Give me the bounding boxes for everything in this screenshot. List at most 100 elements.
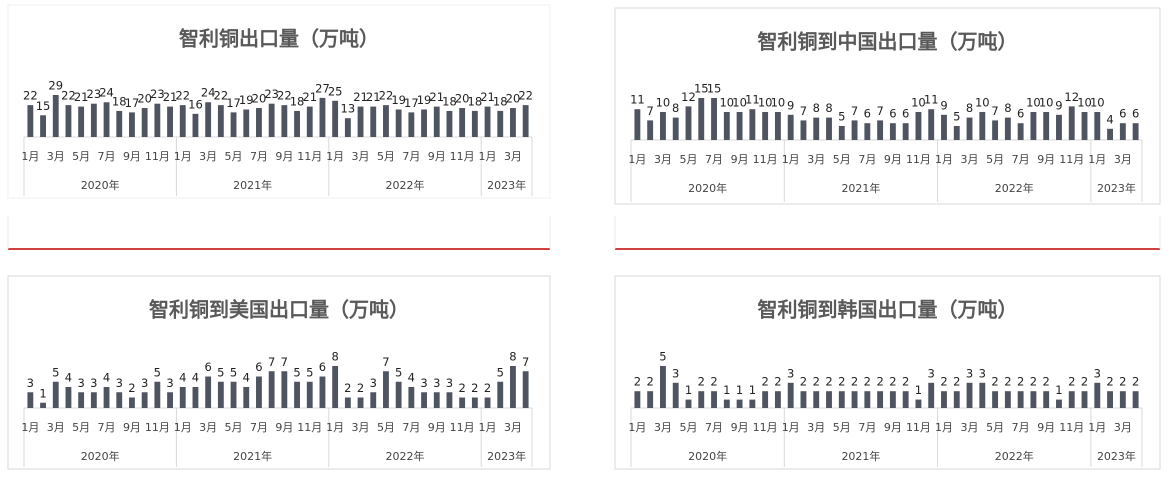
bar [65, 105, 72, 137]
value-label: 19 [391, 93, 406, 107]
value-label: 6 [902, 107, 909, 121]
value-label: 3 [979, 366, 986, 380]
bar [205, 102, 212, 137]
value-label: 2 [813, 375, 820, 389]
value-label: 10 [1026, 96, 1041, 110]
bar [928, 109, 935, 140]
value-label: 7 [522, 355, 529, 369]
value-label: 27 [315, 81, 330, 95]
bar [672, 382, 679, 408]
value-label: 4 [408, 371, 415, 385]
bar [27, 392, 34, 408]
value-label: 8 [1004, 101, 1011, 115]
value-label: 2 [838, 375, 845, 389]
value-label: 7 [646, 104, 653, 118]
bar [116, 110, 123, 137]
x-tick-label: 5月 [225, 421, 243, 434]
value-label: 21 [480, 90, 495, 104]
value-label: 4 [103, 371, 110, 385]
value-label: 3 [166, 376, 173, 390]
bar [877, 120, 884, 140]
group-label: 2023年 [487, 449, 526, 463]
value-label: 8 [813, 101, 820, 115]
value-label: 15 [36, 99, 51, 113]
bar [1081, 112, 1088, 140]
bar [647, 120, 654, 140]
bar [992, 391, 999, 408]
value-label: 5 [217, 365, 224, 379]
value-label: 2 [634, 375, 641, 389]
bar [205, 376, 212, 408]
value-label: 7 [851, 104, 858, 118]
bar [52, 95, 59, 137]
bar [383, 371, 389, 408]
x-tick-label: 7月 [402, 421, 420, 434]
value-label: 2 [1017, 375, 1024, 389]
bar [129, 112, 135, 137]
bar [154, 103, 161, 137]
bar [1107, 391, 1114, 408]
value-label: 3 [928, 366, 935, 380]
value-label: 2 [1068, 375, 1075, 389]
bar [826, 117, 832, 140]
bar [179, 105, 186, 137]
bar [459, 397, 466, 408]
bar [90, 392, 97, 408]
x-tick-label: 3月 [807, 153, 825, 166]
bar [141, 392, 148, 408]
bar [370, 106, 377, 137]
value-label: 10 [1039, 96, 1054, 110]
bar [383, 105, 389, 137]
value-label: 8 [825, 101, 832, 115]
x-tick-label: 9月 [884, 421, 902, 434]
bar [1119, 391, 1126, 408]
x-tick-label: 9月 [428, 421, 446, 434]
bar [90, 103, 97, 137]
value-label: 7 [876, 104, 883, 118]
x-tick-label: 11月 [145, 150, 170, 163]
x-tick-label: 11月 [450, 421, 475, 434]
group-label: 2022年 [386, 178, 425, 192]
value-label: 20 [137, 92, 152, 106]
value-label: 1 [723, 383, 730, 397]
value-label: 3 [672, 366, 679, 380]
bar [877, 391, 884, 408]
value-label: 3 [787, 366, 794, 380]
x-tick-label: 9月 [884, 153, 902, 166]
group-label: 2023年 [487, 178, 526, 192]
value-label: 12 [681, 90, 696, 104]
bar [243, 109, 250, 137]
x-tick-label: 11月 [906, 421, 931, 434]
bar [941, 391, 947, 408]
value-label: 23 [264, 87, 279, 101]
value-label: 20 [506, 92, 521, 106]
x-tick-label: 5月 [833, 153, 851, 166]
bar [230, 381, 237, 408]
group-label: 2020年 [81, 449, 120, 463]
x-tick-label: 7月 [858, 153, 876, 166]
x-tick-label: 3月 [199, 421, 217, 434]
bar [647, 391, 654, 408]
value-label: 16 [188, 97, 203, 111]
value-label: 2 [344, 381, 351, 395]
x-tick-label: 7月 [705, 153, 723, 166]
group-label: 2021年 [841, 449, 880, 463]
bar [698, 391, 705, 408]
value-label: 9 [940, 98, 947, 112]
bar [1068, 106, 1075, 140]
panel-frame [614, 7, 1161, 205]
bar [484, 106, 491, 137]
bar [484, 397, 491, 408]
bar [497, 381, 504, 408]
bar [1094, 382, 1101, 408]
bar [711, 391, 717, 408]
value-label: 6 [1017, 107, 1024, 121]
value-label: 10 [1077, 96, 1092, 110]
x-tick-label: 3月 [654, 153, 672, 166]
value-label: 5 [306, 365, 313, 379]
x-tick-label: 3月 [1114, 153, 1132, 166]
value-label: 19 [417, 93, 432, 107]
value-label: 18 [468, 94, 483, 108]
value-label: 1 [736, 383, 743, 397]
